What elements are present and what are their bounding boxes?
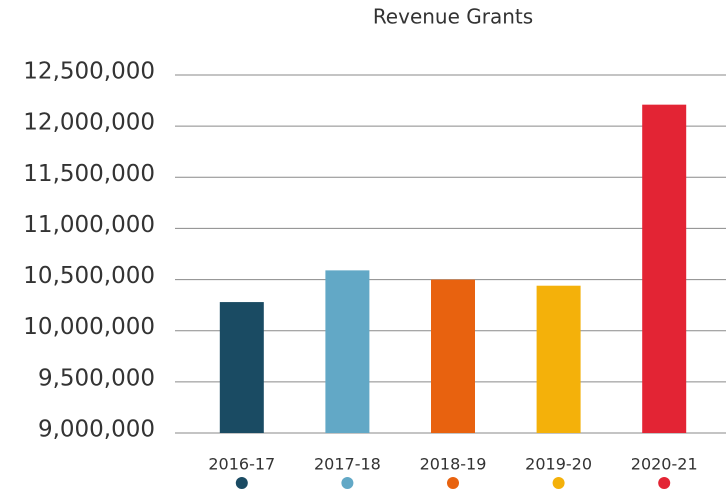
legend-dot xyxy=(552,477,565,489)
y-tick-label: 9,500,000 xyxy=(38,365,155,391)
bar xyxy=(431,279,475,433)
y-tick-label: 11,000,000 xyxy=(23,212,155,238)
x-tick-label: 2020-21 xyxy=(631,455,698,474)
y-tick-label: 10,500,000 xyxy=(23,263,155,289)
legend-dot xyxy=(235,477,248,489)
bar xyxy=(325,270,370,433)
y-tick-label: 11,500,000 xyxy=(23,161,155,187)
y-tick-label: 9,000,000 xyxy=(38,417,155,443)
y-tick-label: 10,000,000 xyxy=(23,314,155,340)
x-tick-label: 2016-17 xyxy=(208,455,275,474)
y-tick-label: 12,500,000 xyxy=(23,59,155,85)
x-tick-label: 2019-20 xyxy=(525,455,592,474)
legend-dot xyxy=(341,477,354,489)
x-tick-label: 2018-19 xyxy=(420,455,487,474)
y-tick-label: 12,000,000 xyxy=(23,110,155,136)
x-tick-label: 2017-18 xyxy=(314,455,381,474)
legend-dot xyxy=(658,477,671,489)
chart-title: Revenue Grants xyxy=(373,5,533,29)
bar xyxy=(219,302,264,433)
bar xyxy=(536,285,581,433)
bar xyxy=(642,104,687,434)
legend-dot xyxy=(447,477,459,489)
